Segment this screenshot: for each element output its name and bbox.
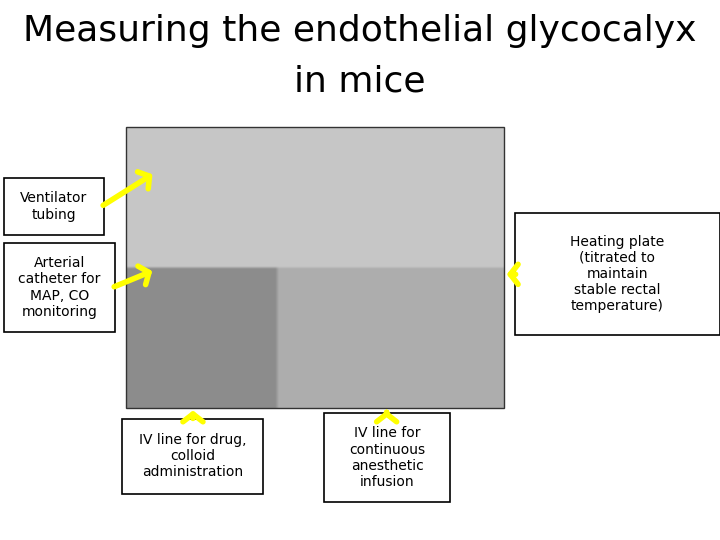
- FancyBboxPatch shape: [515, 213, 720, 335]
- Text: IV line for drug,
colloid
administration: IV line for drug, colloid administration: [139, 433, 246, 480]
- Text: in mice: in mice: [294, 65, 426, 99]
- FancyBboxPatch shape: [4, 178, 104, 235]
- Text: Ventilator
tubing: Ventilator tubing: [20, 192, 88, 221]
- Text: Heating plate
(titrated to
maintain
stable rectal
temperature): Heating plate (titrated to maintain stab…: [570, 235, 665, 313]
- FancyBboxPatch shape: [324, 413, 450, 502]
- FancyBboxPatch shape: [4, 243, 115, 332]
- Text: Measuring the endothelial glycocalyx: Measuring the endothelial glycocalyx: [23, 14, 697, 48]
- Text: Arterial
catheter for
MAP, CO
monitoring: Arterial catheter for MAP, CO monitoring: [18, 256, 101, 319]
- Text: IV line for
continuous
anesthetic
infusion: IV line for continuous anesthetic infusi…: [349, 427, 425, 489]
- FancyBboxPatch shape: [122, 418, 263, 494]
